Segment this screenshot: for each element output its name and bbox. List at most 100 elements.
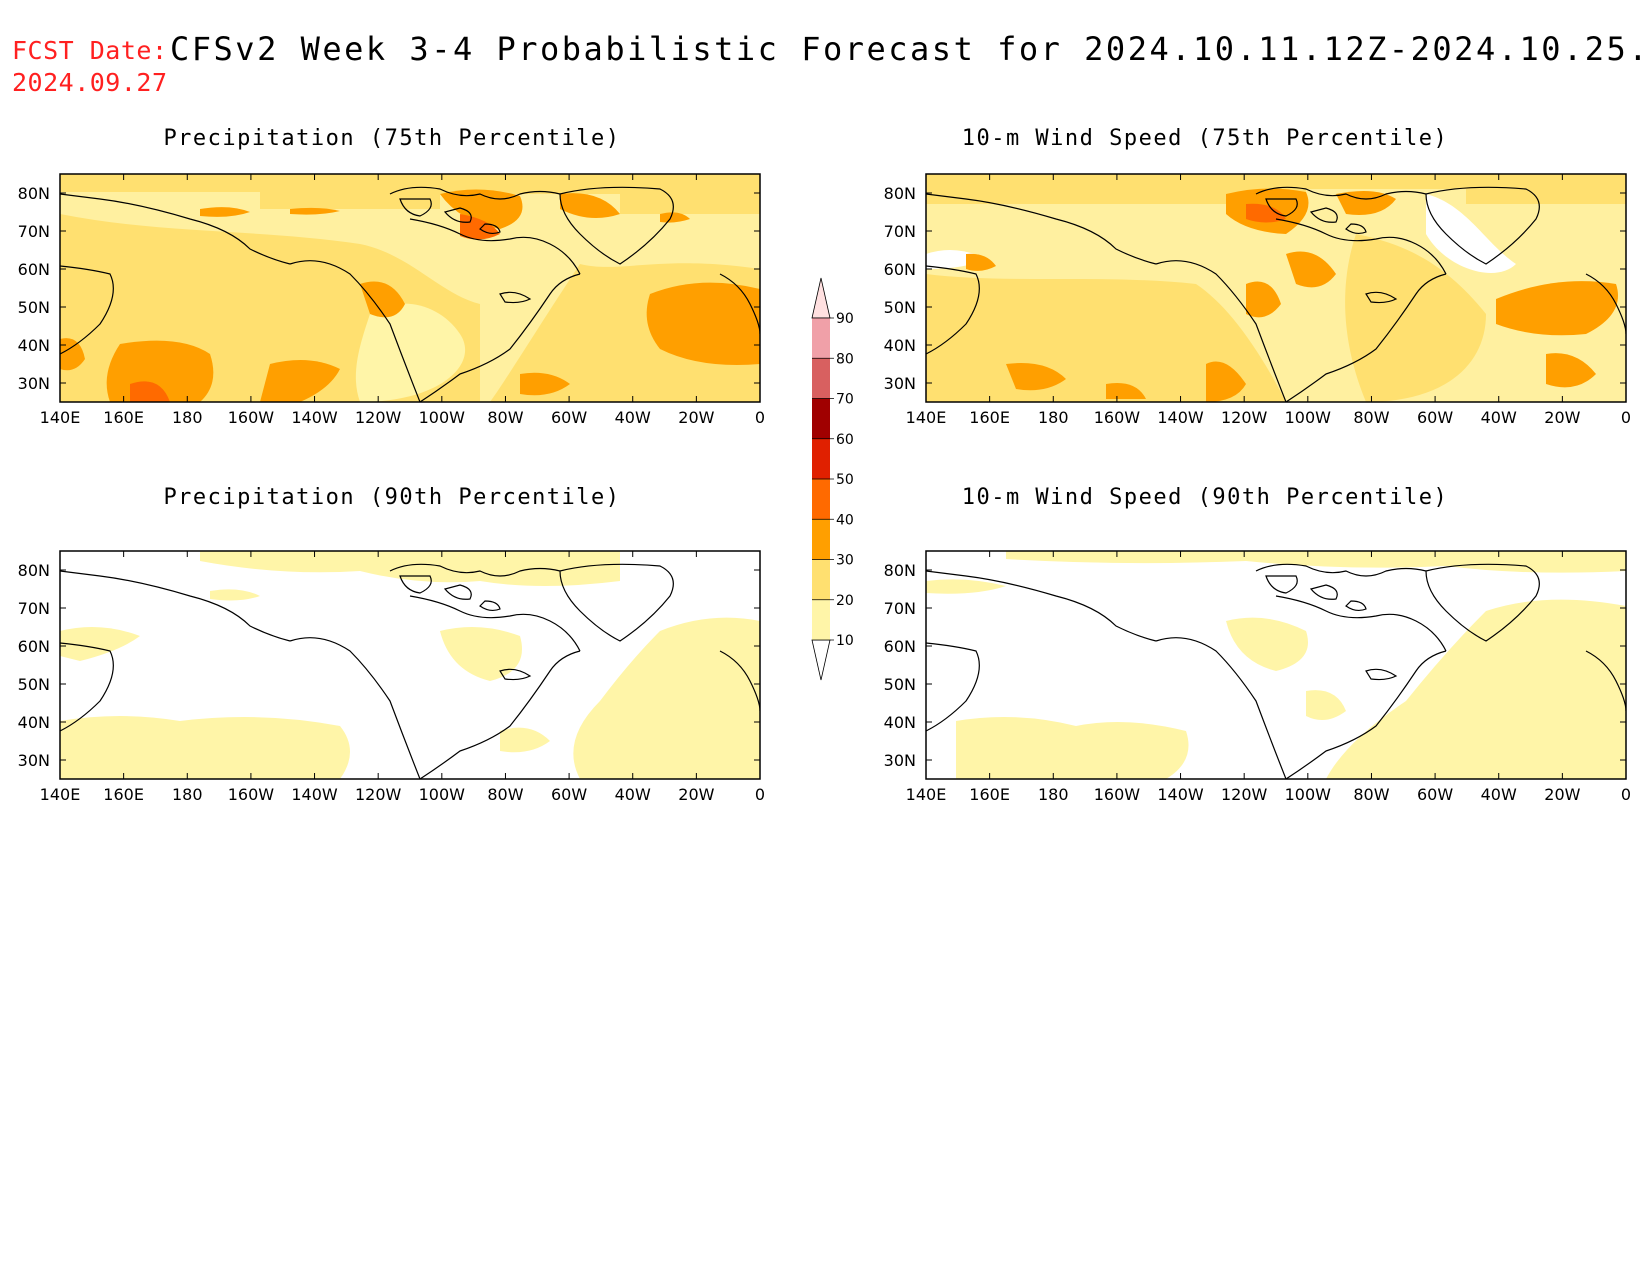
colorbar-box [812, 318, 830, 359]
colorbar-label: 50 [836, 472, 854, 488]
coastline [479, 223, 501, 235]
lon-label: 80W [1353, 408, 1389, 427]
coastline [559, 186, 674, 265]
lon-label: 0 [1621, 785, 1631, 804]
map-frames: 80N 70N 60N 50N 40N 30N 140E 160E 180 160W 140W 120… [18, 173, 1631, 804]
coastline [926, 642, 980, 732]
coastline [499, 291, 532, 304]
lat-label: 40N [884, 336, 916, 355]
lon-label: 140W [291, 408, 338, 427]
lat-label: 70N [884, 222, 916, 241]
lon-label: 160W [228, 408, 275, 427]
lon-label: 140W [291, 785, 338, 804]
lon-label: 0 [1621, 408, 1631, 427]
colorbar-box [812, 519, 830, 560]
lon-label: 160E [969, 408, 1010, 427]
lat-label: 30N [18, 374, 50, 393]
colorbar-label: 60 [836, 432, 854, 448]
lat-label: 60N [18, 637, 50, 656]
lat-label: 60N [884, 637, 916, 656]
coastline [60, 642, 114, 732]
lon-label: 180 [172, 408, 203, 427]
lat-label: 80N [884, 561, 916, 580]
lon-label: 120W [1221, 408, 1268, 427]
coastline [1345, 600, 1367, 612]
lon-label: 40W [615, 785, 651, 804]
map-panel-precip-90 [60, 551, 760, 779]
lat-label: 50N [18, 675, 50, 694]
lon-label: 160W [228, 785, 275, 804]
lon-label: 160E [103, 408, 144, 427]
colorbar-box [812, 559, 830, 600]
coastline [1265, 575, 1298, 594]
coastline [389, 186, 561, 200]
lon-label: 160W [1094, 408, 1141, 427]
colorbar-box [812, 358, 830, 399]
coastline [719, 650, 760, 712]
colorbar-box [812, 398, 830, 439]
coastline [926, 570, 1157, 642]
lon-label: 40W [1481, 408, 1517, 427]
lat-label: 30N [884, 751, 916, 770]
coastline [1265, 198, 1298, 217]
lon-label: 60W [1417, 408, 1453, 427]
lat-label: 40N [18, 336, 50, 355]
map-panel-wind-90 [926, 551, 1626, 779]
coastline [443, 584, 472, 600]
coastline [1585, 650, 1626, 712]
panel-title-precip-75: Precipitation (75th Percentile) [163, 126, 621, 151]
lon-label: 40W [615, 408, 651, 427]
colorbar-label: 20 [836, 593, 854, 609]
coastline [1255, 563, 1427, 577]
lon-label: 80W [1353, 785, 1389, 804]
coastline-layer [60, 186, 1626, 779]
coastline [389, 563, 561, 577]
coastline [443, 207, 472, 223]
map-border [925, 173, 1627, 403]
lon-label: 140W [1157, 785, 1204, 804]
coastline [499, 668, 532, 681]
lon-label: 60W [1417, 785, 1453, 804]
lat-label: 50N [18, 298, 50, 317]
lon-label: 160E [103, 785, 144, 804]
colorbar-label: 40 [836, 512, 854, 528]
colorbar-label: 90 [836, 311, 854, 327]
map-border [925, 550, 1627, 780]
coastline-panel-3 [60, 563, 760, 779]
lon-label: 20W [1544, 785, 1580, 804]
lat-label: 70N [884, 599, 916, 618]
lon-label: 160E [969, 785, 1010, 804]
lon-label: 40W [1481, 785, 1517, 804]
lat-label: 60N [884, 260, 916, 279]
lon-label: 0 [755, 408, 765, 427]
coastline [399, 575, 432, 594]
lon-label: 100W [419, 408, 466, 427]
lon-label: 100W [1285, 785, 1332, 804]
coastline [479, 600, 501, 612]
coastline [289, 260, 421, 402]
map-frame-2: 80N 70N 60N 50N 40N 30N 140E 160E 180 160W 140W 120… [884, 173, 1631, 427]
lat-label: 50N [884, 675, 916, 694]
coastline [1155, 637, 1287, 779]
coastline [409, 595, 581, 652]
lat-label: 80N [884, 184, 916, 203]
lon-label: 20W [1544, 408, 1580, 427]
lon-label: 120W [1221, 785, 1268, 804]
map-panel-wind-75 [926, 174, 1626, 402]
coastline [1285, 273, 1447, 402]
coastline [1309, 207, 1338, 223]
coastline [399, 198, 432, 217]
coastline [419, 273, 581, 402]
coastline [1425, 186, 1540, 265]
colorbar-top-arrow [811, 277, 831, 319]
coastline [1155, 260, 1287, 402]
coastline [1275, 595, 1447, 652]
map-frame-3: 80N 70N 60N 50N 40N 30N 140E 160E 180 160W 140W 120… [18, 550, 765, 804]
lon-label: 160W [1094, 785, 1141, 804]
colorbar-bottom-arrow [811, 639, 831, 681]
lon-label: 0 [755, 785, 765, 804]
colorbar-label: 70 [836, 392, 854, 408]
coastline [1285, 650, 1447, 779]
lon-label: 140E [906, 408, 947, 427]
coastline [1365, 668, 1398, 681]
